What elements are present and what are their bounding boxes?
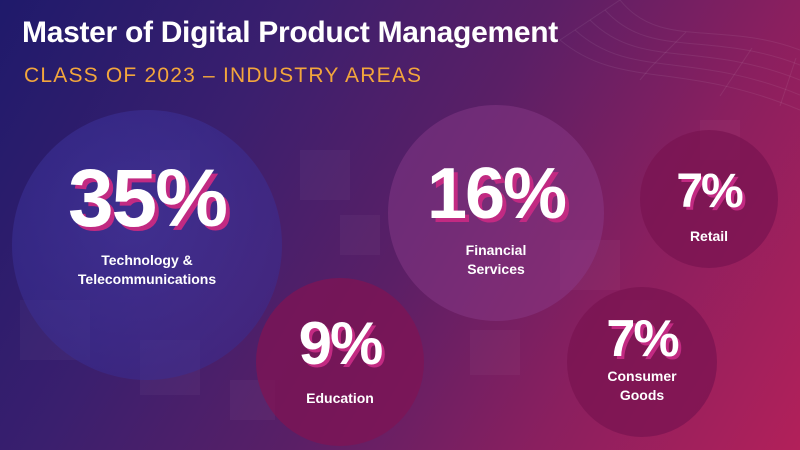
stat-percent-technology: 35% — [67, 153, 228, 244]
page-title: Master of Digital Product Management — [22, 16, 558, 49]
stat-percent-retail: 7% — [676, 165, 743, 218]
stat-label-retail: Retail — [640, 227, 778, 246]
stat-label-education: Education — [256, 389, 424, 408]
stat-label-financial-line-1: Financial — [465, 242, 527, 258]
stat-label-consumer-line-1: Consumer — [607, 368, 677, 384]
stat-label-technology: Technology & Telecommunications — [12, 251, 282, 289]
stat-label-technology-line-2: Telecommunications — [77, 271, 217, 287]
stat-label-education-line-1: Education — [306, 390, 374, 406]
stat-bubble-consumer: 7% Consumer Goods — [567, 287, 717, 437]
stat-bubble-technology: 35% Technology & Telecommunications — [12, 110, 282, 380]
stat-bubble-education: 9% Education — [256, 278, 424, 446]
stat-label-retail-line-1: Retail — [689, 228, 729, 244]
stat-label-consumer-line-2: Goods — [619, 387, 665, 403]
stat-percent-consumer: 7% — [606, 310, 679, 368]
stat-label-financial: Financial Services — [388, 241, 604, 279]
stat-percent-financial: 16% — [426, 154, 567, 234]
stat-label-technology-line-1: Technology & — [101, 252, 193, 268]
stat-label-financial-line-2: Services — [467, 261, 525, 277]
stat-bubble-retail: 7% Retail — [640, 130, 778, 268]
stat-bubble-financial: 16% Financial Services — [388, 105, 604, 321]
stat-percent-education: 9% — [298, 310, 384, 377]
page-subtitle: CLASS OF 2023 – INDUSTRY AREAS — [24, 64, 423, 87]
stat-label-consumer: Consumer Goods — [567, 367, 717, 405]
